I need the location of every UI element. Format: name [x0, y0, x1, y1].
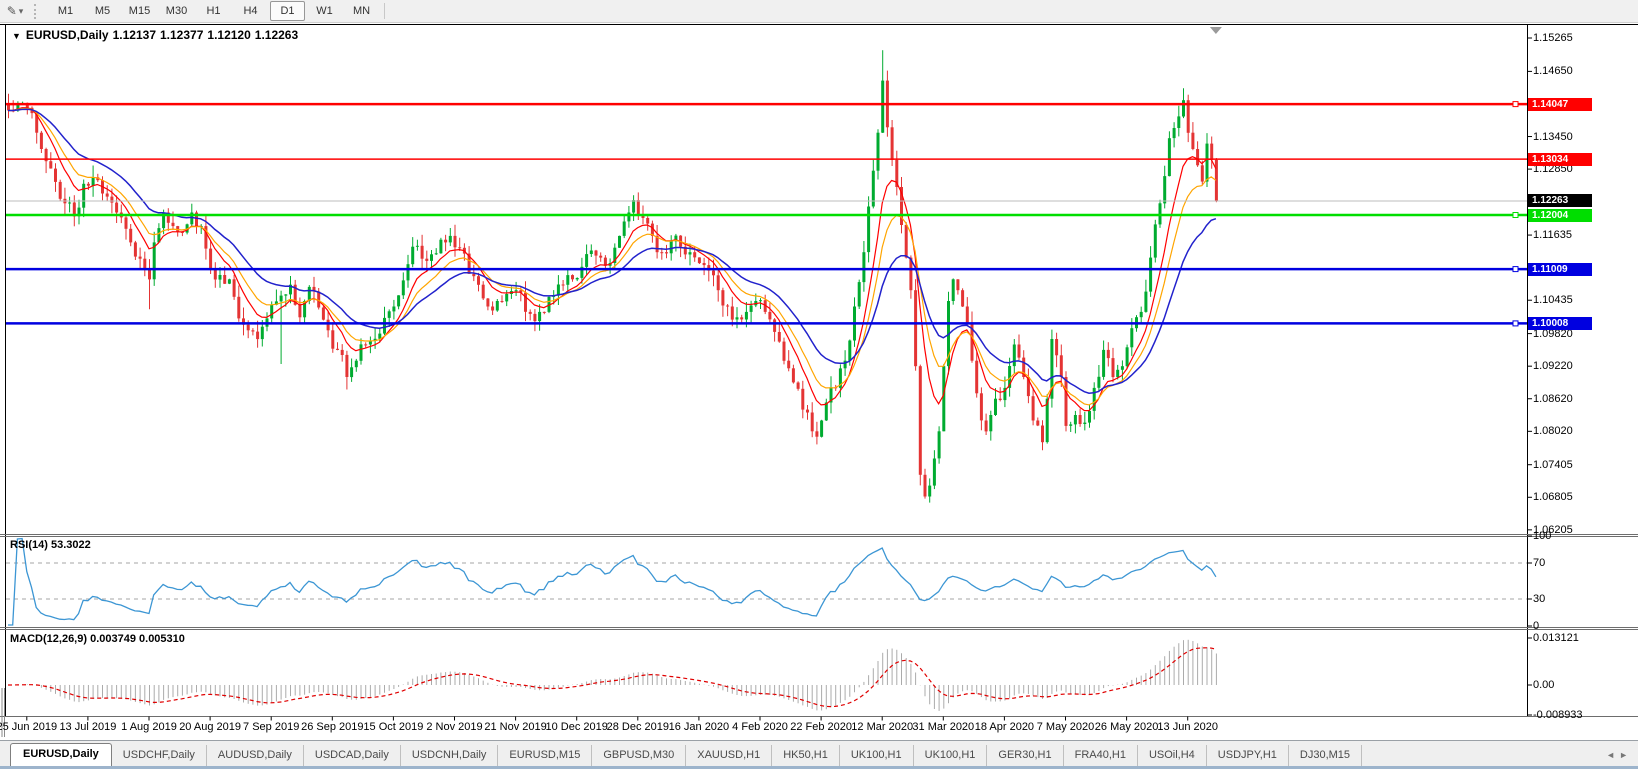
chevron-down-icon: ▾ [18, 5, 24, 16]
ohlc-open: 1.12137 [112, 28, 156, 42]
hline-handle[interactable] [1512, 212, 1519, 218]
chart-tab-uk100-h1[interactable]: UK100,H1 [914, 745, 988, 766]
tf-button-m1[interactable]: M1 [57, 5, 74, 17]
chart-tab-gbpusd-m30[interactable]: GBPUSD,M30 [592, 745, 687, 766]
chart-tab-dj30-m15[interactable]: DJ30,M15 [1289, 745, 1363, 766]
rsi-line [8, 537, 1217, 626]
candles-layer[interactable] [7, 50, 1218, 503]
tf-button-m30[interactable]: M30 [165, 5, 188, 17]
macd-signal-line [8, 647, 1217, 708]
chart-tab-hk50-h1[interactable]: HK50,H1 [772, 745, 840, 766]
ohlc-close: 1.12263 [254, 28, 299, 42]
chart-tabbar: EURUSD,Daily USDCHF,Daily AUDUSD,Daily USDC… [0, 740, 1638, 767]
chart-tab-fra40-h1[interactable]: FRA40,H1 [1064, 745, 1138, 766]
ma-line-fast-ema [8, 107, 1217, 412]
collapse-indicators-icon[interactable]: ▼ [12, 31, 21, 41]
tf-button-m15[interactable]: M15 [128, 5, 151, 17]
ma-line-mid-ema [8, 107, 1217, 406]
symbol-period-label: EURUSD,Daily [25, 28, 109, 42]
hline-handle[interactable] [1512, 266, 1519, 273]
pane-borders [0, 24, 1638, 737]
chart-title[interactable]: ▼ EURUSD,Daily 1.12137 1.12377 1.12120 1.1226… [12, 28, 302, 42]
horizontal-price-lines[interactable] [6, 101, 1527, 327]
chart-shift-marker-icon [1209, 27, 1222, 34]
tf-button-m5[interactable]: M5 [94, 5, 111, 17]
tab-scroll-left-icon[interactable]: ◄ [1606, 750, 1620, 760]
chart-tab-usoil-h4[interactable]: USOil,H4 [1138, 745, 1207, 766]
ma-line-slow-ema [8, 108, 1217, 394]
rsi-label: RSI(14) 53.3022 [10, 539, 91, 551]
chart-tab-eurusd-daily[interactable]: EURUSD,Daily [10, 743, 112, 767]
chart-tab-ger30-h1[interactable]: GER30,H1 [987, 745, 1064, 766]
toolbar-grip[interactable] [34, 3, 41, 19]
chart-tab-audusd-daily[interactable]: AUDUSD,Daily [207, 745, 304, 766]
chart-tab-usdjpy-h1[interactable]: USDJPY,H1 [1207, 745, 1289, 766]
macd-label: MACD(12,26,9) 0.003749 0.005310 [10, 633, 185, 645]
tf-button-h1[interactable]: H1 [206, 5, 221, 17]
ohlc-low: 1.12120 [207, 28, 251, 42]
chart-tab-usdchf-daily[interactable]: USDCHF,Daily [112, 745, 207, 766]
hline-handle[interactable] [1512, 101, 1519, 108]
axis-ticks [26, 37, 1532, 721]
toolbar-separator [384, 3, 385, 19]
tab-scroll-arrows[interactable]: ◄► [1606, 750, 1632, 760]
tf-button-mn[interactable]: MN [352, 5, 371, 17]
macd-histogram [17, 639, 1217, 711]
timeframe-toolbar: ✎ ▾ M1 M5 M15 M30 H1 H4 D1 W1 MN [0, 0, 1638, 23]
tab-scroll-right-icon[interactable]: ► [1619, 750, 1632, 760]
hline-handle[interactable] [1512, 320, 1519, 327]
tf-button-w1[interactable]: W1 [316, 5, 333, 17]
chart-tab-eurusd-m15[interactable]: EURUSD,M15 [498, 745, 593, 766]
chart-tab-usdcad-daily[interactable]: USDCAD,Daily [304, 745, 401, 766]
chart-tab-uk100-h1[interactable]: UK100,H1 [840, 745, 914, 766]
ohlc-high: 1.12377 [160, 28, 204, 42]
tf-button-h4[interactable]: H4 [243, 5, 258, 17]
draw-tool-button[interactable]: ✎ ▾ [0, 2, 30, 21]
tf-button-d1[interactable]: D1 [270, 1, 305, 21]
rsi-level-lines [6, 562, 1527, 600]
chart-tab-xauusd-h1[interactable]: XAUUSD,H1 [686, 745, 773, 766]
chart-tab-usdcnh-daily[interactable]: USDCNH,Daily [401, 745, 499, 766]
draw-tool-icon: ✎ [6, 4, 17, 18]
window-bottom-strip [0, 766, 1638, 769]
